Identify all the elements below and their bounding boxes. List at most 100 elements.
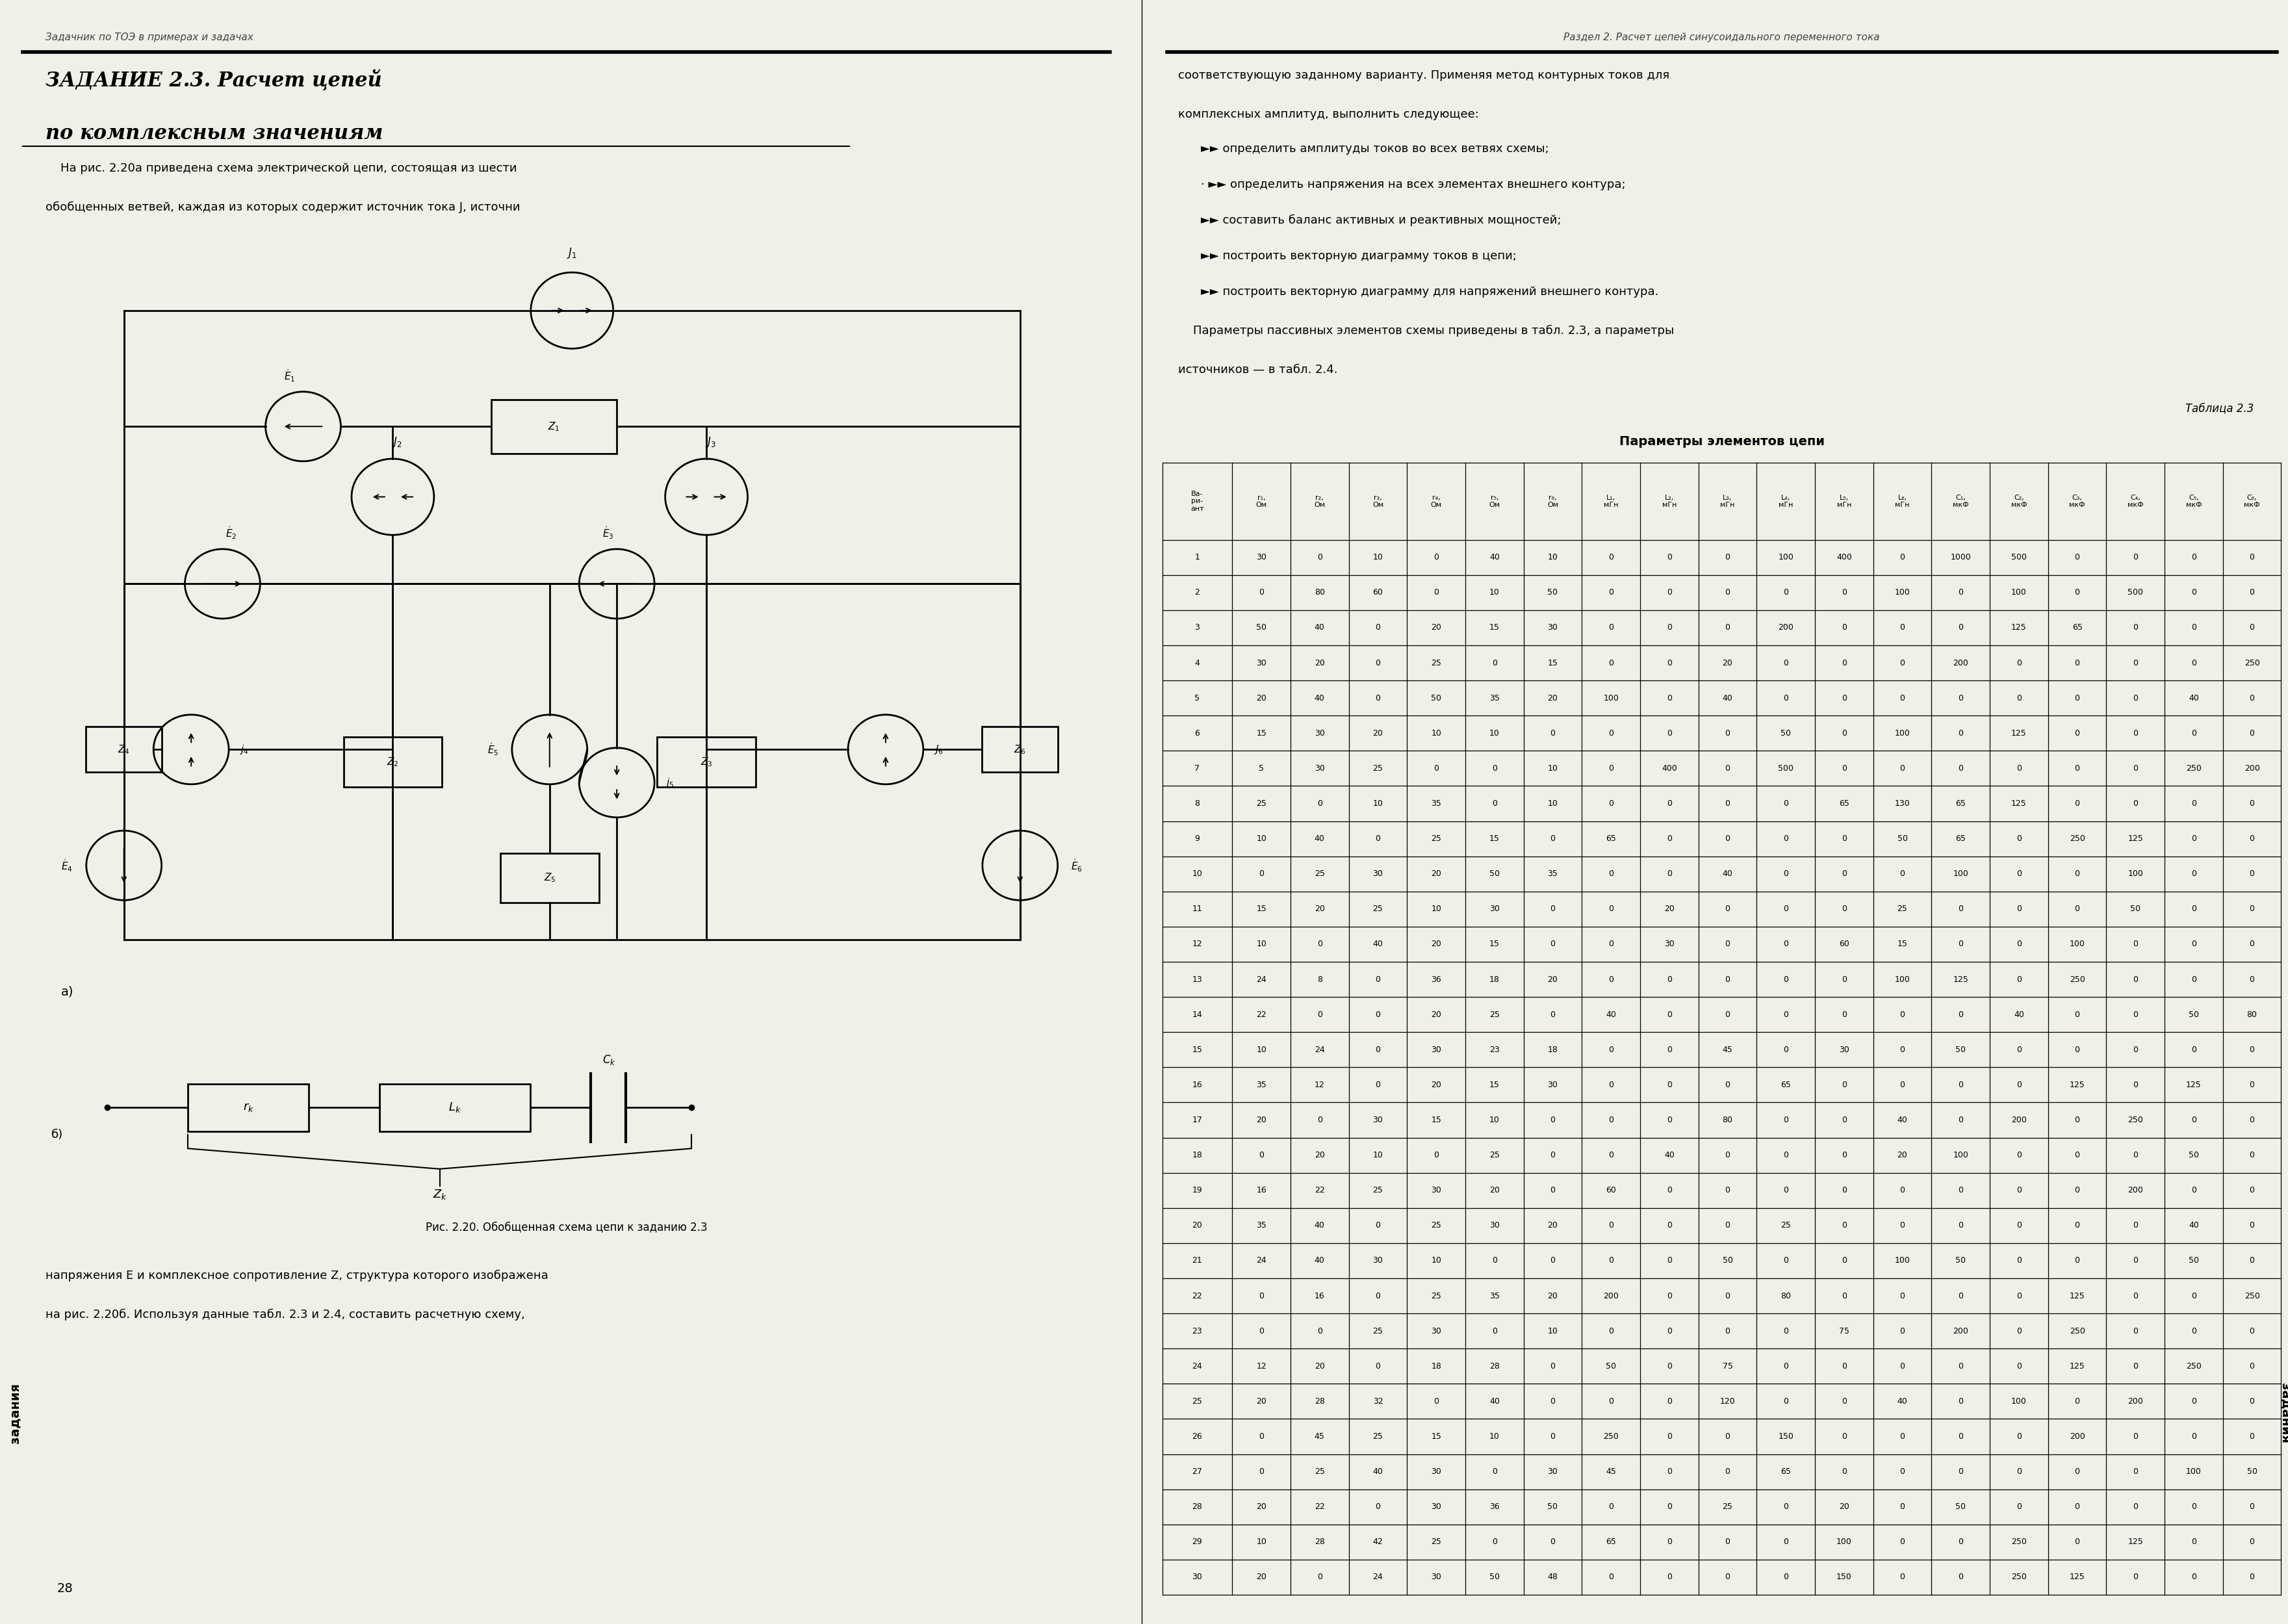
Text: 0: 0 [1959,624,1963,632]
Text: 35: 35 [1256,1221,1268,1229]
Text: 16: 16 [1192,1080,1203,1090]
Text: 10: 10 [1192,870,1203,879]
Text: 0: 0 [2132,1046,2137,1054]
Text: 25: 25 [1316,870,1325,879]
Text: 0: 0 [1842,1432,1846,1440]
Text: C₄,
мкФ: C₄, мкФ [2128,494,2144,508]
Text: 0: 0 [1899,870,1906,879]
Text: 0: 0 [2249,624,2254,632]
Text: 0: 0 [1551,835,1556,843]
Text: 0: 0 [2075,659,2080,667]
Text: 0: 0 [1725,554,1730,562]
Text: 0: 0 [1782,1538,1789,1546]
Text: 0: 0 [1725,835,1730,843]
Text: 50: 50 [1547,1502,1558,1510]
Text: 0: 0 [1842,974,1846,984]
Text: 36: 36 [1489,1502,1499,1510]
Text: 0: 0 [1959,588,1963,596]
Text: 0: 0 [1375,1010,1380,1018]
Text: 12: 12 [1192,940,1203,948]
Text: 250: 250 [2245,659,2261,667]
Text: 0: 0 [1959,1363,1963,1371]
Text: 0: 0 [2016,1363,2023,1371]
Text: 0: 0 [1666,1257,1673,1265]
Text: 120: 120 [1721,1397,1734,1406]
Text: 35: 35 [1547,870,1558,879]
Text: 0: 0 [2192,1574,2196,1582]
Text: 65: 65 [1606,1538,1615,1546]
Text: 0: 0 [1318,1010,1322,1018]
Text: 0: 0 [2132,1468,2137,1476]
Text: 0: 0 [2249,588,2254,596]
Text: 0: 0 [1435,1151,1439,1160]
Text: 19: 19 [1192,1186,1203,1195]
Text: 0: 0 [1492,659,1496,667]
Text: 0: 0 [1725,1186,1730,1195]
Text: 0: 0 [2075,1468,2080,1476]
Text: 8: 8 [1318,974,1322,984]
Text: 0: 0 [2016,1080,2023,1090]
Text: 0: 0 [1666,799,1673,807]
Text: 60: 60 [1606,1186,1615,1195]
Text: 0: 0 [1492,1538,1496,1546]
Text: 100: 100 [1778,554,1794,562]
Text: 17: 17 [1192,1116,1203,1124]
Text: 0: 0 [1782,905,1789,913]
Text: 25: 25 [1373,1432,1382,1440]
Text: 25: 25 [1780,1221,1792,1229]
Text: 200: 200 [2011,1116,2027,1124]
Text: 0: 0 [1725,765,1730,773]
Text: 0: 0 [2249,1221,2254,1229]
Text: 65: 65 [1956,835,1965,843]
Text: 0: 0 [1666,1397,1673,1406]
Text: 40: 40 [1606,1010,1615,1018]
Text: r₃,
Ом: r₃, Ом [1373,494,1384,508]
Text: 75: 75 [1723,1363,1732,1371]
Text: C₂,
мкФ: C₂, мкФ [2011,494,2027,508]
Text: 0: 0 [1318,1116,1322,1124]
Text: 0: 0 [1375,693,1380,702]
Text: 0: 0 [1842,693,1846,702]
Text: L₆,
мГн: L₆, мГн [1894,494,1910,508]
Text: 15: 15 [1489,940,1499,948]
Text: 0: 0 [2192,729,2196,737]
Text: 0: 0 [2132,729,2137,737]
Text: 0: 0 [1899,693,1906,702]
Text: 0: 0 [1842,905,1846,913]
Text: $Z_1$: $Z_1$ [549,421,561,432]
Text: 30: 30 [1316,729,1325,737]
Text: 0: 0 [2192,974,2196,984]
Text: 0: 0 [1725,1432,1730,1440]
Text: 0: 0 [1608,940,1613,948]
Text: 15: 15 [1489,835,1499,843]
Text: 0: 0 [2075,1502,2080,1510]
Text: 25: 25 [1373,1186,1382,1195]
Text: $L_k$: $L_k$ [448,1101,462,1114]
Text: 30: 30 [1256,659,1268,667]
Text: 0: 0 [1782,1010,1789,1018]
Text: 0: 0 [1725,624,1730,632]
Text: 15: 15 [1547,659,1558,667]
Text: 0: 0 [1318,799,1322,807]
Text: 0: 0 [1725,1291,1730,1301]
Text: 100: 100 [1894,974,1910,984]
Text: 0: 0 [1318,1327,1322,1335]
Text: 0: 0 [1959,1116,1963,1124]
Text: 0: 0 [1899,554,1906,562]
Text: 0: 0 [1375,659,1380,667]
Text: 50: 50 [2190,1010,2199,1018]
Text: $j_4$: $j_4$ [240,744,249,755]
Text: 0: 0 [1725,1080,1730,1090]
Text: комплексных амплитуд, выполнить следующее:: комплексных амплитуд, выполнить следующе… [1178,109,1478,120]
Text: 200: 200 [1954,1327,1968,1335]
Text: 36: 36 [1430,974,1441,984]
Text: 0: 0 [2075,799,2080,807]
Text: 28: 28 [57,1582,73,1595]
Text: 250: 250 [2185,765,2201,773]
Text: 20: 20 [1430,624,1441,632]
Text: 0: 0 [2132,1080,2137,1090]
Text: 0: 0 [1666,1186,1673,1195]
Text: 0: 0 [1492,1468,1496,1476]
Text: 125: 125 [2068,1574,2084,1582]
Text: 30: 30 [1373,1257,1382,1265]
